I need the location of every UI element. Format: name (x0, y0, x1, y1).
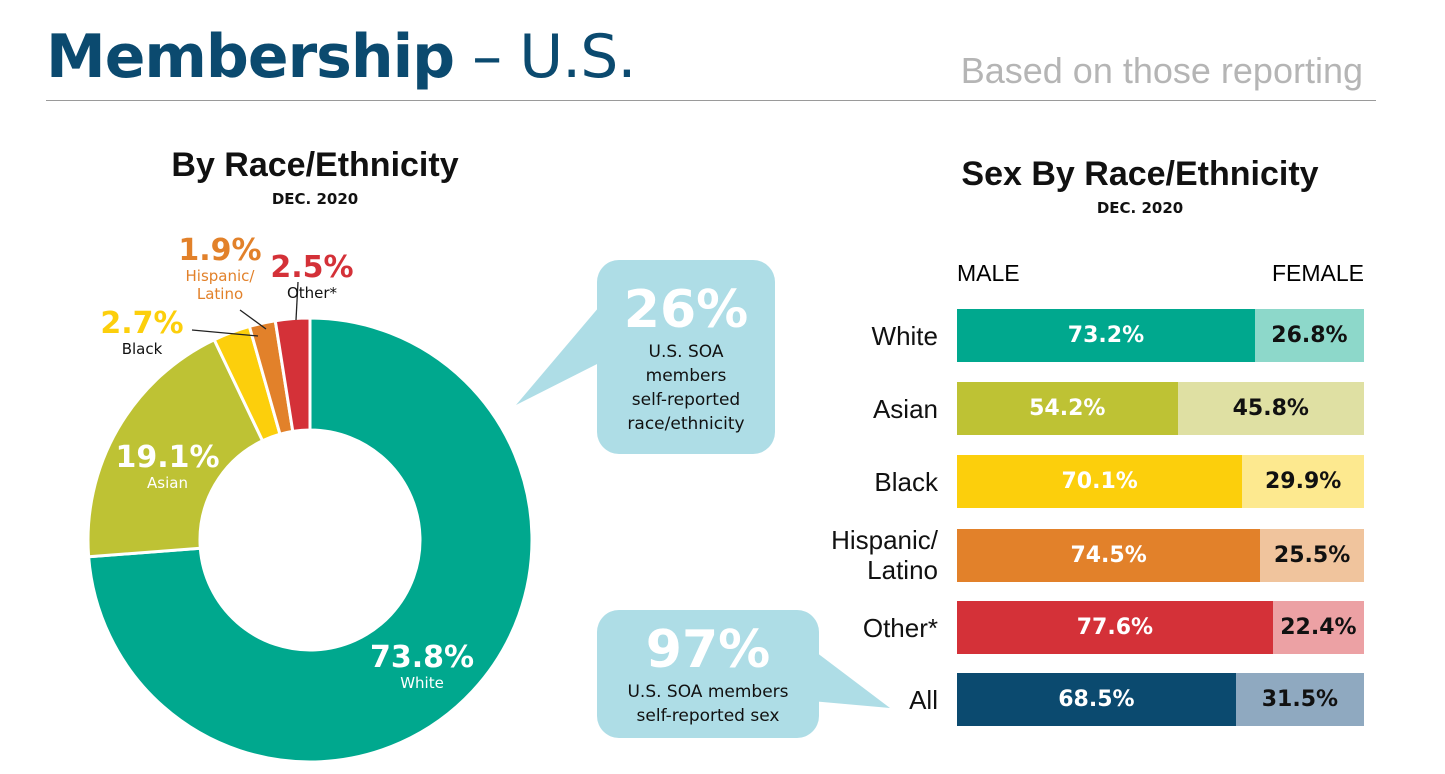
bubble-pointer-2 (800, 640, 890, 708)
callout-text: U.S. SOA members self-reported sex (627, 682, 789, 726)
bubble-pointer-1 (516, 300, 605, 405)
cat: Black (121, 340, 163, 358)
bar-segment-female: 31.5% (1235, 673, 1364, 726)
bar-segment-female: 22.4% (1272, 601, 1364, 654)
row-label: Asian (872, 394, 938, 424)
label-hispanic: 1.9% Hispanic/ Latino (160, 233, 280, 304)
callout-race-reported: 26% U.S. SOA members self-reported race/e… (597, 260, 775, 454)
row-label: All (909, 685, 938, 715)
stacked-bar: 74.5% 25.5% (957, 529, 1364, 582)
bar-segment-male: 73.2% (957, 309, 1255, 362)
cat: Asian (147, 474, 188, 492)
donut-subtitle: DEC. 2020 (271, 190, 359, 208)
donut-slice-asian (86, 337, 265, 559)
page-title: Membership – U.S. (46, 22, 636, 92)
stacked-bar: 70.1% 29.9% (957, 455, 1364, 508)
stacked-bar: 73.2% 26.8% (957, 309, 1364, 362)
label-black: 2.7% Black (92, 306, 192, 359)
bar-subtitle: DEC. 2020 (1096, 199, 1184, 217)
bar-segment-male: 68.5% (957, 673, 1236, 726)
legend-female: FEMALE (1271, 260, 1364, 286)
bar-segment-female: 45.8% (1177, 382, 1364, 435)
header-divider (46, 100, 1376, 101)
stacked-bar: 77.6% 22.4% (957, 601, 1364, 654)
page-subtitle: Based on those reporting (960, 50, 1363, 91)
bar-segment-female: 25.5% (1260, 529, 1364, 582)
bar-segment-female: 26.8% (1254, 309, 1364, 362)
pct: 1.9% (178, 233, 262, 268)
bar-segment-male: 54.2% (957, 382, 1178, 435)
donut-title: By Race/Ethnicity (171, 146, 459, 184)
stacked-bar: 54.2% 45.8% (957, 382, 1364, 435)
legend-male: MALE (957, 260, 1020, 286)
label-other: 2.5% Other* (262, 250, 362, 303)
leader-line (239, 309, 267, 330)
leader-line (191, 329, 259, 337)
row-label: Other* (862, 613, 938, 643)
pct: 73.8% (369, 640, 475, 675)
bar-segment-male: 74.5% (957, 529, 1261, 582)
bar-title: Sex By Race/Ethnicity (961, 155, 1319, 193)
row-label: Black (874, 467, 938, 497)
callout-sex-reported: 97% U.S. SOA members self-reported sex (597, 610, 819, 738)
donut-chart (86, 281, 534, 764)
stacked-bar: 68.5% 31.5% (957, 673, 1364, 726)
row-label: Hispanic/ Latino (831, 525, 938, 585)
bar-segment-female: 29.9% (1242, 455, 1364, 508)
title-bold: Membership (46, 22, 455, 92)
label-white: 73.8% White (362, 640, 482, 693)
pct: 2.5% (270, 250, 354, 285)
callout-value: 97% (645, 620, 771, 680)
bar-segment-male: 77.6% (957, 601, 1273, 654)
donut-slice-white (87, 316, 534, 764)
bar-segment-male: 70.1% (957, 455, 1243, 508)
label-asian: 19.1% Asian (110, 440, 225, 493)
row-label: White (871, 321, 938, 351)
pct: 19.1% (115, 440, 220, 475)
cat: White (400, 674, 444, 692)
pct: 2.7% (100, 306, 184, 341)
donut-slice-other (273, 316, 312, 434)
callout-text: U.S. SOA members self-reported race/ethn… (627, 342, 745, 434)
callout-value: 26% (623, 280, 749, 340)
title-rest: – U.S. (454, 22, 636, 92)
cat: Hispanic/ Latino (185, 267, 255, 303)
cat: Other* (286, 284, 338, 302)
leader-line (295, 281, 299, 321)
